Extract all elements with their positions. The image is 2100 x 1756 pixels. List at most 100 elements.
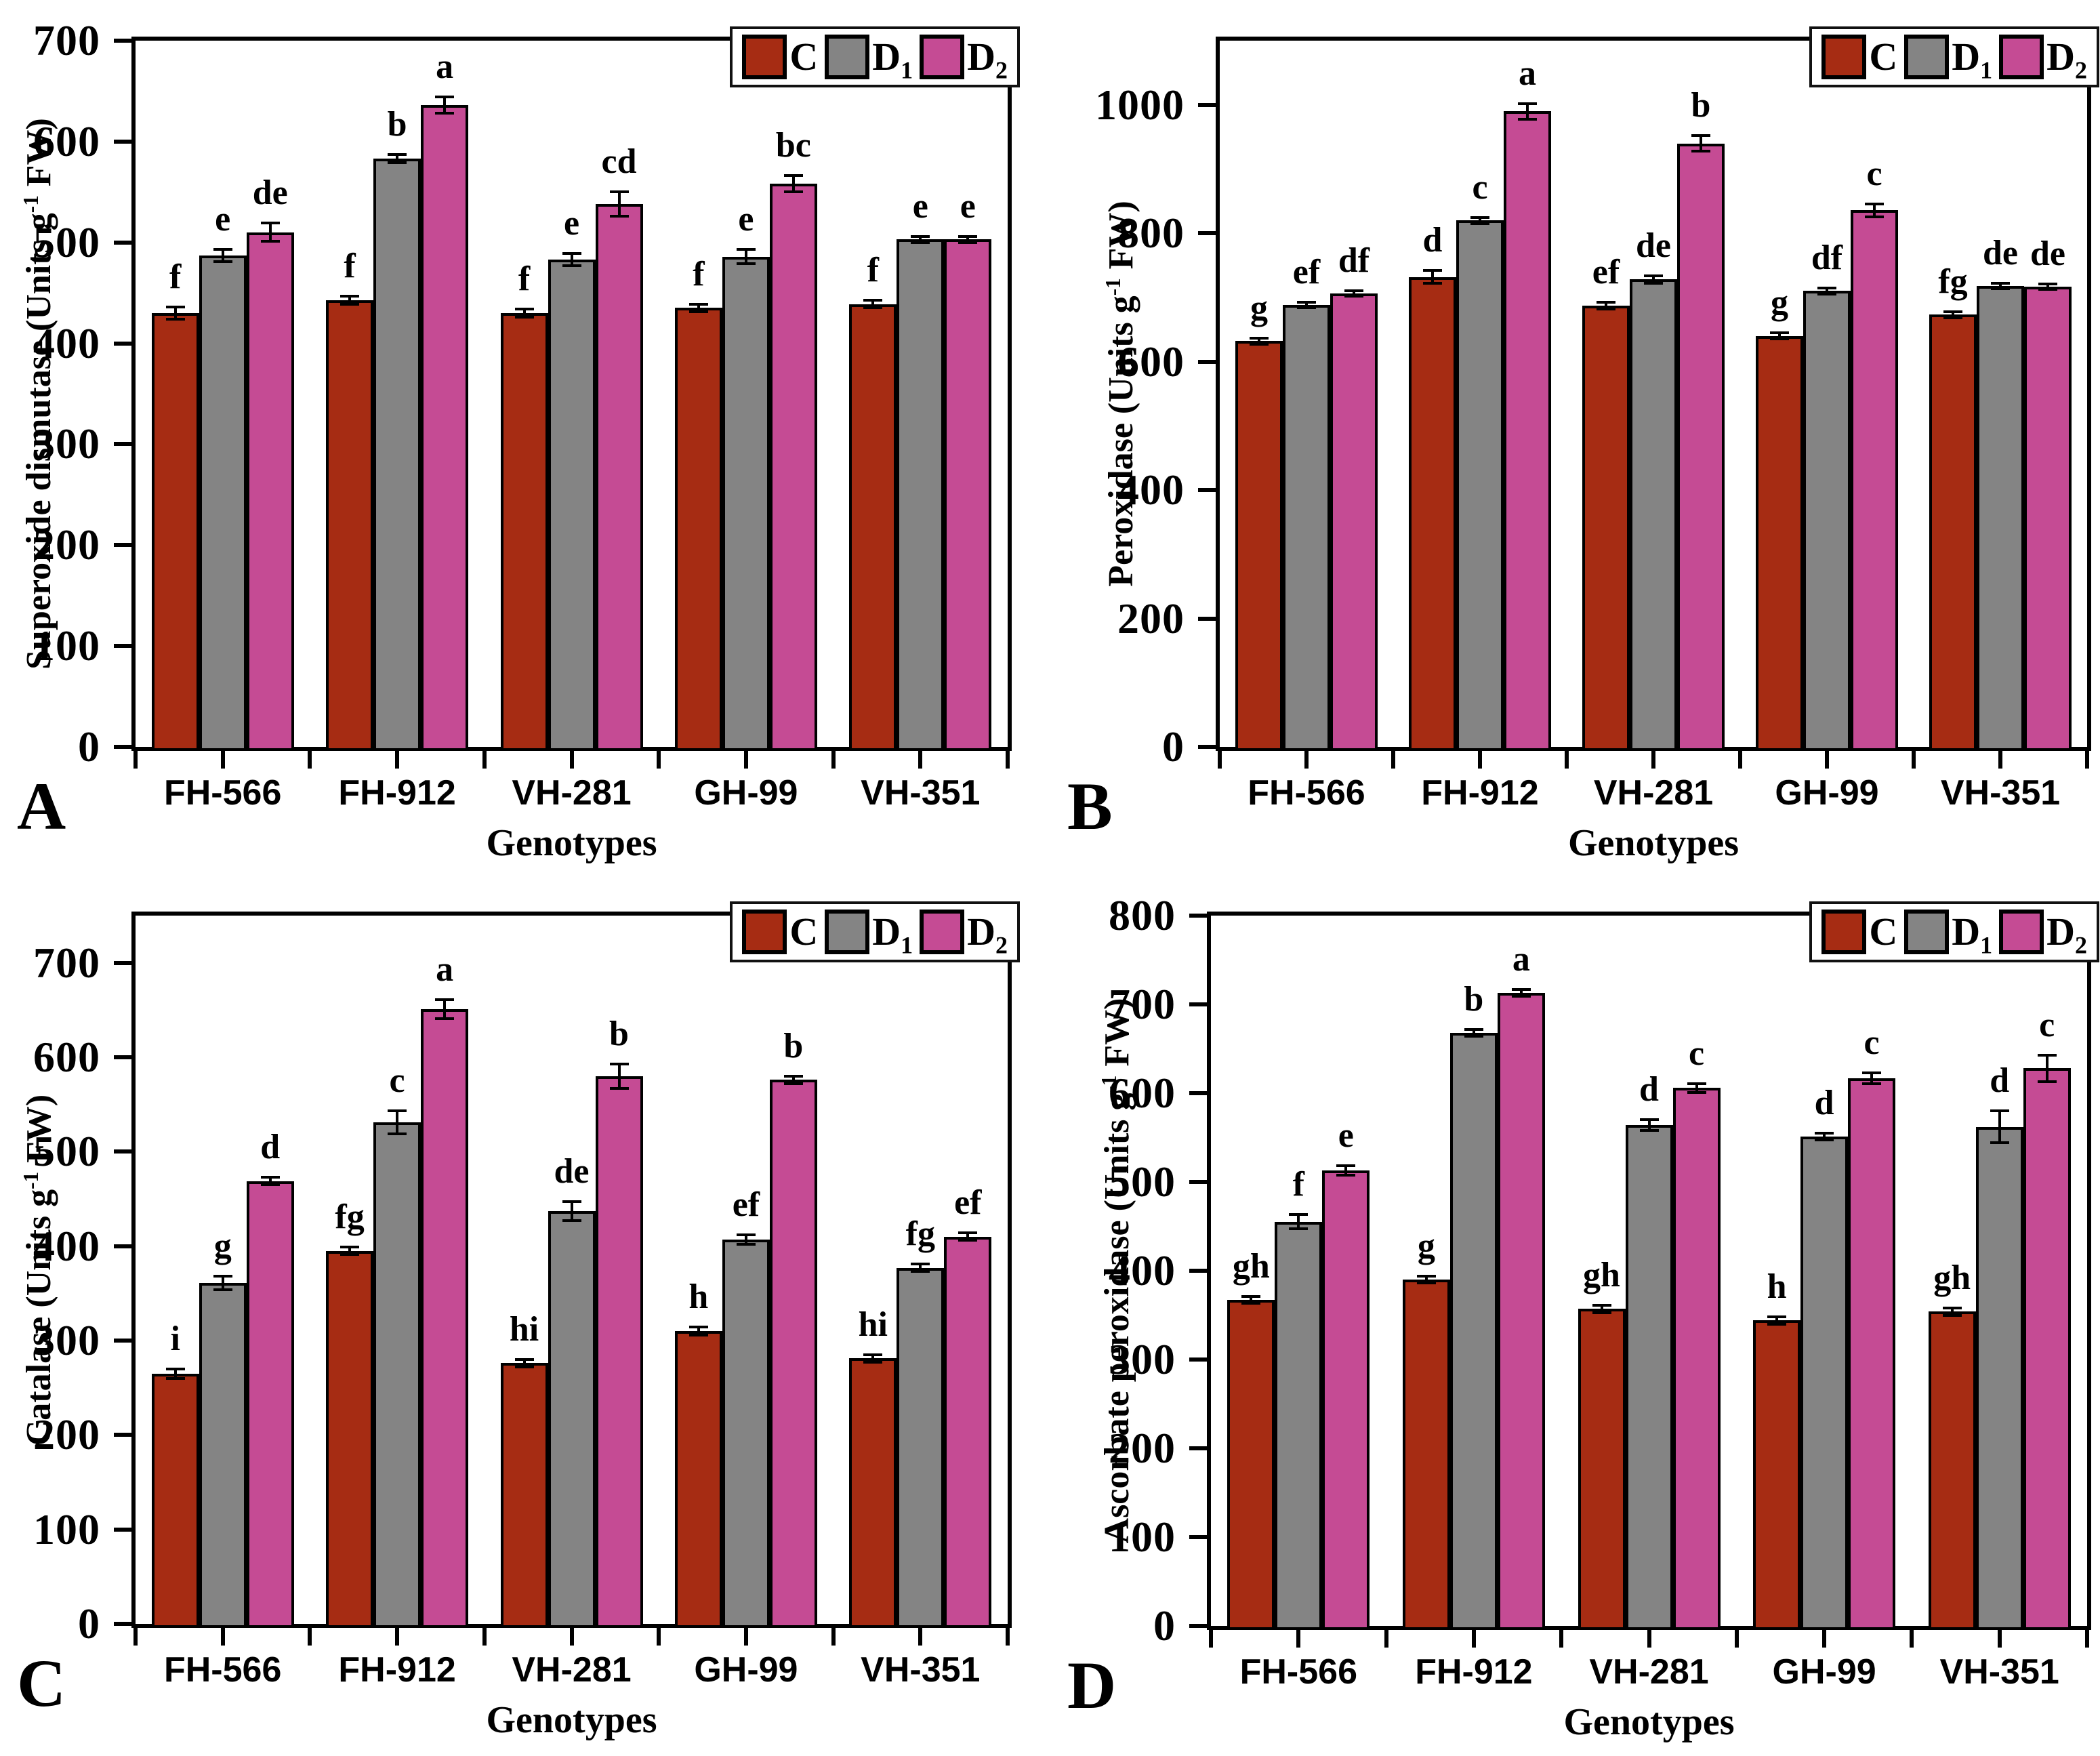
error-bar-cap [1644,282,1663,285]
panel-letter-d: D [1067,1648,1117,1723]
bar-c-vh-351 [1928,1311,1976,1630]
legend-swatch-d1 [1904,35,1950,79]
y-tick-label: 800 [1117,209,1185,258]
significance-letter: df [1338,241,1370,281]
significance-letter: gh [1232,1246,1270,1286]
significance-letter: ef [1592,253,1620,292]
error-bar [744,1234,747,1244]
significance-letter: e [738,200,754,239]
significance-letter: d [260,1127,281,1166]
significance-letter: fg [1938,262,1968,301]
bar-d2-fh-912 [1497,992,1545,1630]
error-bar [1479,217,1481,224]
legend-item-d2: D2 [920,35,1008,83]
x-tick-mark [1647,1630,1651,1648]
error-bar [396,1111,399,1134]
legend-label: D2 [2046,910,2087,959]
bar-d1-fh-912 [1456,220,1504,751]
error-bar-cap [260,240,280,243]
significance-letter: e [1338,1116,1354,1156]
y-tick-mark [114,442,131,447]
y-tick-mark [114,644,131,649]
y-tick-label: 400 [33,319,100,367]
error-bar-cap [340,294,360,298]
x-tick-mark [1218,751,1222,769]
y-tick-label: 700 [33,938,100,987]
y-tick-mark [114,745,131,749]
bar-c-gh-99 [674,1331,722,1628]
error-bar [173,306,177,319]
y-tick-mark [114,1055,131,1059]
error-bar-cap [736,1233,756,1236]
x-tick-mark [831,1628,836,1646]
legend-swatch-d1 [825,910,870,954]
significance-letter: de [1636,226,1671,265]
bar-d2-fh-566 [1330,293,1378,751]
error-bar [1952,311,1954,319]
error-bar [443,1000,447,1019]
x-tick-mark [482,1628,487,1646]
significance-letter: c [2039,1005,2055,1044]
error-bar-cap [1241,1294,1261,1298]
error-bar [919,236,922,243]
error-bar-cap [1241,1302,1261,1305]
bar-c-vh-281 [1578,1309,1626,1630]
error-bar [396,155,399,163]
x-tick-mark [220,1628,225,1646]
y-tick-label: 400 [33,1221,100,1270]
y-axis-title: Catalase (Units g-1 FW) [18,1094,59,1446]
error-bar-cap [388,1109,407,1113]
significance-letter: a [1519,54,1536,93]
x-tick-label: FH-566 [1239,1652,1357,1692]
legend-item-d2: D2 [1999,35,2087,83]
error-bar [1826,287,1828,295]
bar-d2-gh-99 [769,184,817,751]
error-bar-cap [1423,269,1442,272]
legend: C D1 D2 [730,901,1020,962]
x-tick-mark [220,751,225,769]
error-bar-cap [958,1239,978,1242]
significance-letter: f [693,254,705,293]
x-tick-mark [918,751,923,769]
error-bar-cap [1990,1109,2009,1113]
error-bar-cap [863,1361,883,1364]
x-tick-mark [918,1628,923,1646]
x-tick-mark [395,751,400,769]
error-bar-cap [783,1074,803,1078]
x-tick-mark [1296,1630,1301,1648]
error-bar-cap [1297,306,1316,310]
y-axis-title: Superoxide dismutase (Units g-1 FW) [18,118,59,670]
significance-letter: f [344,246,356,285]
bar-d1-vh-351 [897,239,945,751]
x-tick-mark [831,751,836,769]
error-bar-cap [1511,987,1531,991]
y-tick-mark [1198,616,1216,621]
error-bar-cap [688,302,708,306]
y-tick-label: 200 [1109,1424,1176,1472]
error-bar [1353,291,1355,296]
error-bar [443,97,447,114]
legend-item-d1: D1 [825,910,913,958]
x-tick-mark [1304,751,1309,769]
y-tick-label: 600 [1109,1069,1176,1117]
y-tick-label: 300 [1109,1335,1176,1383]
error-bar-cap [260,1175,280,1179]
error-bar-cap [1597,301,1615,304]
error-bar-cap [165,305,185,308]
bar-c-gh-99 [1753,1320,1801,1630]
y-tick-mark [114,1339,131,1343]
y-tick-mark [114,39,131,43]
bar-c-fh-566 [1235,341,1283,751]
bar-d2-vh-351 [2023,1068,2071,1630]
x-tick-label: VH-351 [1939,1652,2059,1692]
legend-item-d1: D1 [825,35,913,83]
significance-letter: bc [775,126,811,165]
error-bar [268,223,272,242]
y-tick-mark [1189,1357,1207,1362]
bar-d2-fh-566 [1322,1170,1370,1630]
x-tick-label: GH-99 [694,773,798,813]
bar-d1-vh-351 [897,1267,945,1628]
error-bar [1998,1111,2001,1143]
bar-d1-vh-351 [1977,285,2024,751]
error-bar [919,1264,922,1272]
